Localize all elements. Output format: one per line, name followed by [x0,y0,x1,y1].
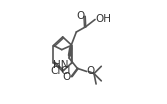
Text: Cl: Cl [50,66,61,76]
Text: HN: HN [53,59,68,70]
Text: Cl: Cl [61,66,71,76]
Text: O: O [87,66,95,77]
Text: O: O [62,72,71,82]
Text: OH: OH [95,14,111,25]
Text: O: O [76,11,84,21]
